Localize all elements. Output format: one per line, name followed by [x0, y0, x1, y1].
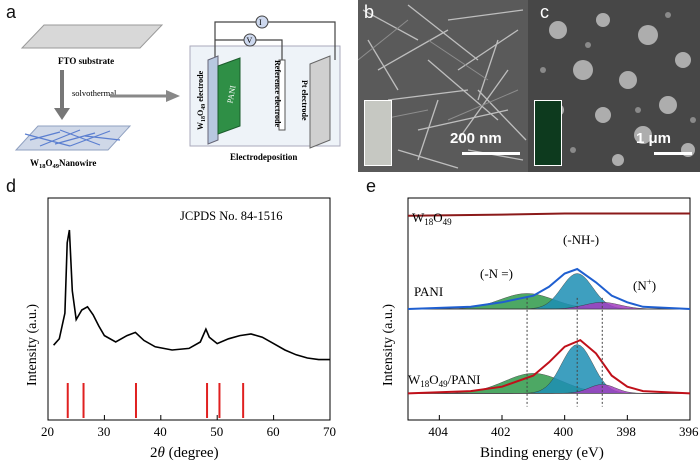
composite-fit-nplus [407, 384, 691, 394]
xrd-tick-label: 70 [323, 424, 336, 439]
panel-c-scale-label: 1 μm [636, 130, 672, 147]
xps-tick-label: 400 [554, 424, 574, 439]
xrd-ylabel: Intensity (a.u.) [25, 304, 40, 386]
xps-tick-label: 404 [428, 424, 448, 439]
xrd-tick-label: 20 [41, 424, 54, 439]
pani-film [217, 57, 241, 135]
xps-label-composite: W18O49/PANI [408, 372, 480, 389]
xps-chart: Intensity (a.u.) Binding energy (eV) 404… [381, 197, 699, 461]
xps-tick-label: 402 [491, 424, 511, 439]
pani-fit-nplus [408, 302, 690, 310]
nanoflower-texture [528, 0, 700, 172]
xrd-tick-label: 40 [154, 424, 167, 439]
reference-label: Reference electrode [273, 60, 282, 127]
xrd-tick-label: 50 [210, 424, 223, 439]
xps-series-line [407, 338, 691, 395]
xps-ylabel: Intensity (a.u.) [381, 304, 396, 386]
peak-label-nh: (-NH-) [563, 232, 599, 247]
xps-x-ticks: 404 402 400 398 396 [428, 415, 699, 439]
xrd-plot-frame [47, 197, 331, 421]
xps-label-pani: PANI [414, 284, 443, 299]
xps-label-w18o49: W18O49 [412, 210, 452, 227]
peak-label-nplus: (N+) [633, 277, 656, 293]
panel-c-scalebar [654, 152, 692, 155]
xrd-chart: JCPDS No. 84-1516 Intensity (a.u.) 2θ (d… [25, 197, 336, 461]
peak-label-n-eq: (-N =) [480, 266, 513, 281]
nanowire-strands [24, 129, 121, 147]
fto-substrate-label: FTO substrate [58, 56, 114, 66]
xps-xlabel: Binding energy (eV) [480, 445, 604, 461]
xps-tick-label: 398 [616, 424, 636, 439]
panel-c-letter: c [540, 2, 549, 22]
panel-b-inset [364, 100, 392, 166]
voltmeter-label: V [247, 36, 253, 45]
voltmeter [243, 33, 257, 47]
electrodeposition-caption: Electrodeposition [230, 152, 297, 162]
arrow-down-head [54, 108, 70, 120]
arrow-right-head [166, 90, 180, 102]
pt-label: Pt electrode [300, 80, 309, 121]
panel-b-sem: b 200 nm [358, 0, 528, 172]
panel-d-letter: d [6, 176, 17, 196]
xps-series-line [407, 267, 691, 310]
jcpds-reference-marks [66, 383, 245, 418]
panel-b-letter: b [364, 2, 375, 22]
xrd-pattern-line [53, 229, 330, 361]
nanowire-plate [14, 125, 132, 151]
nanowire-label: W18O49Nanowire [30, 158, 96, 170]
ammeter-label: I [259, 18, 262, 27]
panel-e-letter: e [366, 176, 377, 196]
xps-spectra [407, 212, 691, 395]
solvothermal-label: solvothermal [72, 88, 117, 98]
voltmeter-wire [215, 39, 283, 60]
xrd-annotation: JCPDS No. 84-1516 [180, 209, 282, 223]
panel-a-letter: a [6, 2, 17, 22]
panel-c-inset [534, 100, 562, 166]
panel-c-sem: c 1 μm [528, 0, 700, 172]
panel-a-schematic: FTO substrate solvothermal W18O49Nanowir… [14, 15, 341, 170]
xps-tick-label: 396 [679, 424, 699, 439]
xrd-x-ticks: 20 30 40 50 60 70 [41, 415, 336, 439]
panel-b-scalebar [462, 152, 520, 155]
xrd-tick-label: 30 [97, 424, 110, 439]
pt-electrode [309, 55, 331, 149]
reference-electrode [278, 59, 286, 131]
electrode-label: W18O49 electrode [196, 70, 207, 130]
circuit-wire [214, 21, 336, 60]
pani-label: PANI [226, 84, 238, 104]
w18o49-electrode [207, 55, 219, 145]
fto-substrate [20, 24, 164, 49]
ammeter [255, 15, 269, 29]
xps-fit-components [407, 273, 691, 394]
xrd-tick-label: 60 [267, 424, 280, 439]
panel-b-scale-label: 200 nm [450, 130, 502, 147]
xps-series-line [407, 212, 690, 217]
xrd-xlabel: 2θ (degree) [150, 445, 219, 461]
